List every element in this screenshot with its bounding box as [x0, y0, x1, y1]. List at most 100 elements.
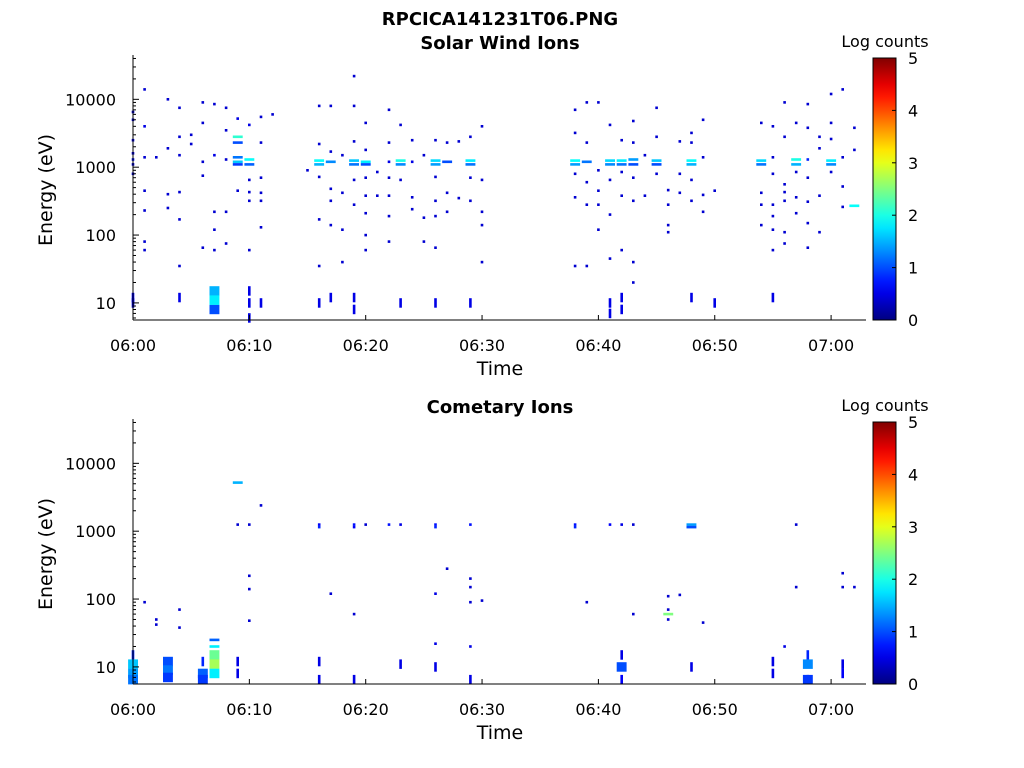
solar-wind-cell: [678, 191, 682, 195]
cometary-cell: [434, 525, 437, 529]
solar-wind-cell: [209, 304, 220, 315]
solar-wind-cell: [259, 199, 263, 203]
solar-wind-cell: [387, 214, 391, 218]
solar-wind-cell: [317, 175, 321, 179]
cometary-cell: [248, 523, 251, 526]
solar-wind-cell: [430, 163, 441, 166]
cometary-y-tick-label: 10000: [65, 454, 116, 473]
cometary-cell: [841, 585, 844, 589]
solar-wind-cell: [329, 150, 333, 153]
solar-wind-cell: [794, 211, 798, 215]
cometary-cell: [701, 621, 705, 624]
solar-wind-cell: [701, 118, 705, 122]
cometary-cell: [317, 674, 321, 685]
solar-wind-cell: [259, 141, 263, 144]
solar-wind-cell: [597, 189, 600, 192]
solar-wind-cell: [259, 191, 263, 195]
solar-wind-cell: [325, 160, 336, 164]
solar-wind-cell: [248, 248, 251, 252]
solar-wind-cell: [410, 138, 414, 142]
solar-wind-x-label: Time: [476, 358, 524, 380]
solar-wind-cell: [632, 260, 635, 264]
solar-wind-cell: [213, 228, 216, 231]
solar-wind-cell: [841, 205, 844, 209]
solar-wind-cell: [224, 242, 228, 245]
solar-wind-cell: [395, 159, 406, 162]
cometary-cell: [248, 587, 251, 591]
solar-wind-cell: [643, 153, 647, 157]
solar-wind-cell: [678, 140, 682, 143]
solar-wind-cell: [349, 163, 359, 166]
solar-wind-cell: [480, 223, 484, 227]
cometary-colorbar: 0 1 2 3 4 5: [872, 413, 918, 694]
solar-wind-cell: [573, 108, 577, 112]
solar-wind-cell: [829, 137, 833, 141]
cometary-cell: [434, 662, 437, 672]
solar-wind-cell: [480, 178, 484, 182]
solar-wind-cell: [686, 159, 697, 162]
solar-wind-cell: [608, 298, 612, 308]
solar-wind-cell: [608, 123, 612, 127]
solar-wind-cell: [651, 163, 662, 166]
solar-wind-cell: [248, 298, 251, 308]
solar-wind-axes: 10 100 1000 10000 06:00 06:10 06:20 06:30 06:40 0…: [65, 55, 866, 355]
solar-wind-cell: [643, 194, 647, 197]
solar-wind-cell: [620, 194, 623, 197]
solar-wind-cell: [457, 140, 461, 143]
solar-wind-cell: [248, 190, 251, 194]
solar-wind-cell: [434, 246, 437, 249]
solar-wind-cell: [143, 248, 146, 252]
solar-wind-colorbar-tick-label: 0: [908, 311, 918, 330]
solar-wind-cell: [608, 178, 612, 182]
solar-wind-cell: [232, 160, 243, 164]
solar-wind-cell: [841, 185, 844, 188]
solar-wind-cell: [236, 117, 239, 120]
solar-wind-cell: [841, 156, 844, 159]
solar-wind-cell: [818, 230, 821, 234]
solar-wind-cell: [259, 298, 263, 308]
solar-wind-x-tick-label: 06:20: [343, 336, 389, 355]
cometary-x-tick-label: 06:00: [110, 700, 156, 719]
solar-wind-cell: [608, 213, 612, 216]
cometary-cell: [209, 650, 220, 660]
solar-wind-cell: [232, 163, 243, 166]
cometary-axes: 10 100 1000 10000 06:00 06:10 06:20 06:30 06:40 0…: [65, 419, 866, 719]
solar-wind-cell: [189, 142, 193, 146]
cometary-cell: [197, 668, 208, 679]
solar-wind-cell: [690, 292, 693, 303]
solar-wind-cell: [341, 191, 344, 195]
solar-wind-cell: [201, 246, 205, 249]
cometary-cell: [259, 504, 263, 507]
cometary-cell: [248, 574, 251, 578]
solar-wind-cell: [616, 163, 627, 166]
solar-wind-cell: [376, 194, 379, 197]
solar-wind-cell: [155, 156, 158, 159]
cometary-cell: [480, 599, 484, 602]
solar-wind-cell: [352, 304, 356, 315]
solar-wind-cell: [410, 207, 414, 211]
solar-wind-cell: [317, 218, 321, 221]
cometary-cell: [352, 525, 356, 529]
solar-wind-cell: [806, 102, 810, 106]
cometary-y-label: Energy (eV): [35, 498, 57, 610]
solar-wind-cell: [632, 176, 635, 179]
cometary-cell: [209, 668, 220, 679]
cometary-cell: [771, 656, 775, 667]
cometary-cells: [128, 481, 856, 685]
solar-wind-cell: [841, 88, 844, 91]
solar-wind-cell: [329, 199, 333, 203]
solar-wind-cell: [143, 189, 146, 192]
solar-wind-cell: [410, 196, 414, 199]
solar-wind-cell: [713, 189, 716, 192]
solar-wind-cell: [806, 246, 810, 249]
cometary-colorbar-tick-label: 1: [908, 623, 918, 642]
solar-wind-ions-panel: Solar Wind Ions Log counts Time Energy (…: [35, 32, 929, 380]
solar-wind-cell: [690, 178, 693, 182]
cometary-cell: [434, 592, 437, 595]
cometary-cell: [620, 674, 623, 685]
solar-wind-cell: [434, 138, 437, 142]
solar-wind-cell: [791, 163, 802, 166]
solar-wind-cell: [570, 163, 581, 166]
solar-wind-cell: [620, 138, 623, 142]
solar-wind-colorbar-label: Log counts: [841, 32, 928, 51]
